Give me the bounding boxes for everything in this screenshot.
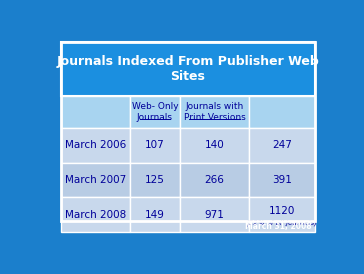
Text: 391: 391 <box>272 175 292 185</box>
Text: Web- Only
Journals: Web- Only Journals <box>132 102 178 122</box>
FancyBboxPatch shape <box>180 198 249 232</box>
Text: 266: 266 <box>205 175 225 185</box>
Text: 971: 971 <box>205 210 225 220</box>
Text: Journals Indexed From Publisher Web
Sites: Journals Indexed From Publisher Web Site… <box>56 55 319 83</box>
FancyBboxPatch shape <box>130 96 180 128</box>
Text: (22% of all journals): (22% of all journals) <box>246 219 317 226</box>
FancyBboxPatch shape <box>180 128 249 163</box>
FancyBboxPatch shape <box>61 128 130 163</box>
Text: 125: 125 <box>145 175 165 185</box>
FancyBboxPatch shape <box>130 163 180 198</box>
FancyBboxPatch shape <box>249 163 315 198</box>
Text: 1120: 1120 <box>269 206 295 216</box>
Text: March 31, 2008: March 31, 2008 <box>245 222 312 231</box>
FancyBboxPatch shape <box>249 198 315 232</box>
Text: 140: 140 <box>205 140 225 150</box>
FancyBboxPatch shape <box>249 96 315 128</box>
FancyBboxPatch shape <box>180 96 249 128</box>
FancyBboxPatch shape <box>130 128 180 163</box>
FancyBboxPatch shape <box>61 198 130 232</box>
Text: 149: 149 <box>145 210 165 220</box>
FancyBboxPatch shape <box>61 96 130 128</box>
Text: 107: 107 <box>145 140 165 150</box>
FancyBboxPatch shape <box>61 42 315 96</box>
Text: 247: 247 <box>272 140 292 150</box>
Text: March 2006: March 2006 <box>65 140 126 150</box>
Text: March 2007: March 2007 <box>65 175 126 185</box>
FancyBboxPatch shape <box>249 128 315 163</box>
FancyBboxPatch shape <box>180 163 249 198</box>
FancyBboxPatch shape <box>61 163 130 198</box>
Text: March 2008: March 2008 <box>65 210 126 220</box>
Text: Journals with
Print Versions: Journals with Print Versions <box>184 102 245 122</box>
FancyBboxPatch shape <box>130 198 180 232</box>
